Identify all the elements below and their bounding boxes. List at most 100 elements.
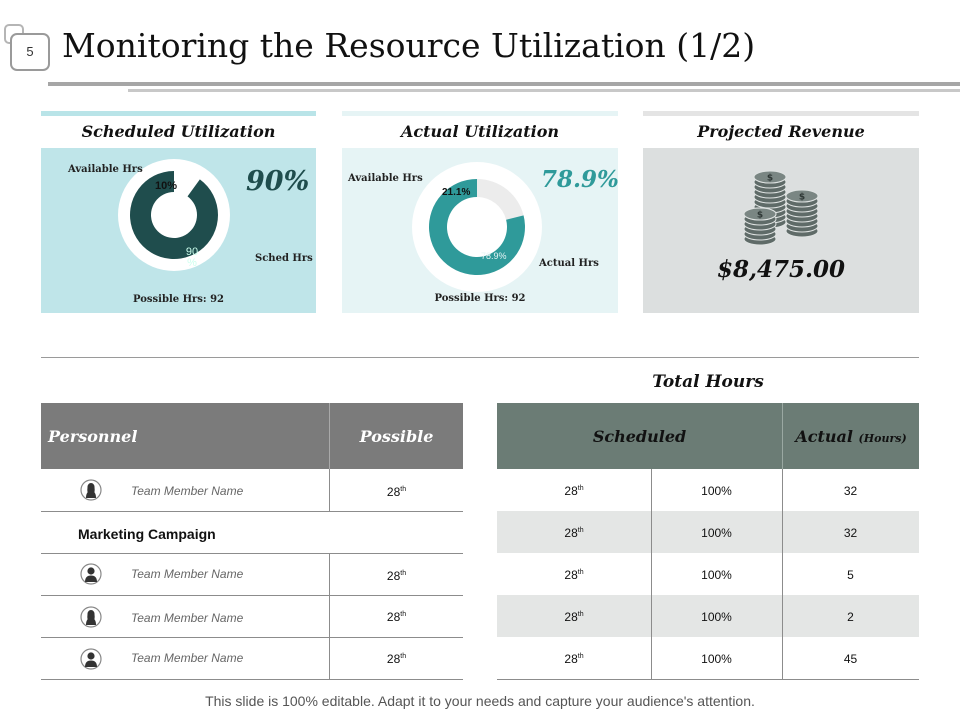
actual-card-heading: Actual Utilization [401,122,559,141]
member-name: Team Member Name [131,651,244,665]
member-name: Team Member Name [131,484,244,498]
svg-text:$: $ [799,193,805,203]
revenue-card-heading: Projected Revenue [697,122,865,141]
scheduled-percent-value: 100% [701,568,732,582]
member-name: Team Member Name [131,611,244,625]
actual-slice [429,179,525,275]
scheduled-sched-pct: 90 % [185,246,199,269]
possible-value: 28th [386,652,407,666]
row-rule [497,679,919,680]
actual-available-label: Available Hrs [348,173,423,184]
possible-header: Possible [359,427,434,446]
row-rule [41,553,463,554]
personnel-header-divider [329,403,330,469]
scheduled-available-pct: 10% [155,180,178,192]
table-row [497,553,919,595]
actual-possible-label: Possible Hrs: 92 [434,293,526,304]
column-divider [782,595,783,637]
scheduled-sched-label: Sched Hrs [255,253,313,264]
scheduled-card-topbar [41,111,316,116]
tables-top-rule [41,357,919,358]
footer-note: This slide is 100% editable. Adapt it to… [205,693,755,709]
scheduled-possible-label: Possible Hrs: 92 [132,294,225,305]
coin-stack-front: $ [743,207,777,246]
title-rule [48,82,960,86]
column-divider [782,469,783,511]
scheduled-percent-value: 100% [701,484,732,498]
actual-actual-pct: 78.9% [481,251,507,261]
actual-card-topbar [342,111,618,116]
possible-value: 28th [386,610,407,624]
personnel-header: Personnel [48,427,138,446]
female-avatar-icon [80,479,102,506]
title-rule-secondary [128,89,960,92]
revenue-amount: $8,475.00 [716,256,846,283]
actual-percent: 78.9% [541,166,619,193]
scheduled-value: 28th [564,526,584,540]
table-row [497,595,919,637]
actual-hours-value: 45 [843,652,858,666]
column-divider [651,469,652,511]
column-divider [782,637,783,679]
actual-hours-value: 2 [847,610,854,624]
available-slice [174,171,200,197]
row-divider [329,637,330,679]
table-row [497,469,919,511]
page-title: Monitoring the Resource Utilization (1/2… [62,26,756,65]
hours-header-divider [782,403,783,469]
total-hours-label: Total Hours [652,372,764,392]
row-divider [329,595,330,637]
scheduled-available-label: Available Hrs [68,164,143,175]
column-divider [651,595,652,637]
svg-text:$: $ [757,211,763,221]
row-rule [41,637,463,638]
female-avatar-icon [80,606,102,633]
possible-value: 28th [386,485,407,499]
hours-table-header [497,403,919,469]
column-divider [651,511,652,553]
scheduled-percent: 90% [246,166,310,197]
actual-header: Actual (Hours) [795,427,907,446]
male-avatar-icon [80,648,102,675]
table-row [497,637,919,679]
column-divider [651,637,652,679]
svg-text:$: $ [767,174,773,184]
actual-actual-label: Actual Hrs [539,258,599,269]
row-divider [329,469,330,511]
actual-hours-value: 5 [847,568,854,582]
revenue-card-topbar [643,111,919,116]
actual-available-pct: 21.1% [442,187,471,198]
possible-value: 28th [386,569,407,583]
male-avatar-icon [80,563,102,590]
column-divider [651,553,652,595]
slide-number: 5 [26,44,34,59]
row-rule [41,595,463,596]
actual-hours-value: 32 [843,484,858,498]
scheduled-percent-value: 100% [701,610,732,624]
scheduled-header: Scheduled [592,427,687,446]
row-divider [329,553,330,595]
available-slice [477,179,524,220]
slide-number-box [10,33,50,71]
table-row [497,511,919,553]
scheduled-value: 28th [564,568,584,582]
column-divider [782,553,783,595]
sched-slice [129,171,218,259]
row-rule [41,679,463,680]
member-name: Team Member Name [131,567,244,581]
coin-stack-right: $ [785,189,819,238]
row-rule [41,511,463,512]
personnel-table-header [41,403,463,469]
coins-stack-icon: $ $ $ [743,170,819,246]
scheduled-percent-value: 100% [701,652,732,666]
scheduled-percent-value: 100% [701,526,732,540]
scheduled-card-heading: Scheduled Utilization [81,122,276,141]
scheduled-value: 28th [564,484,584,498]
column-divider [782,511,783,553]
scheduled-value: 28th [564,652,584,666]
actual-hours-value: 32 [843,526,858,540]
actual-donut-chart [412,162,542,292]
scheduled-value: 28th [564,610,584,624]
section-label: Marketing Campaign [78,526,216,542]
scheduled-donut-chart [118,159,230,271]
